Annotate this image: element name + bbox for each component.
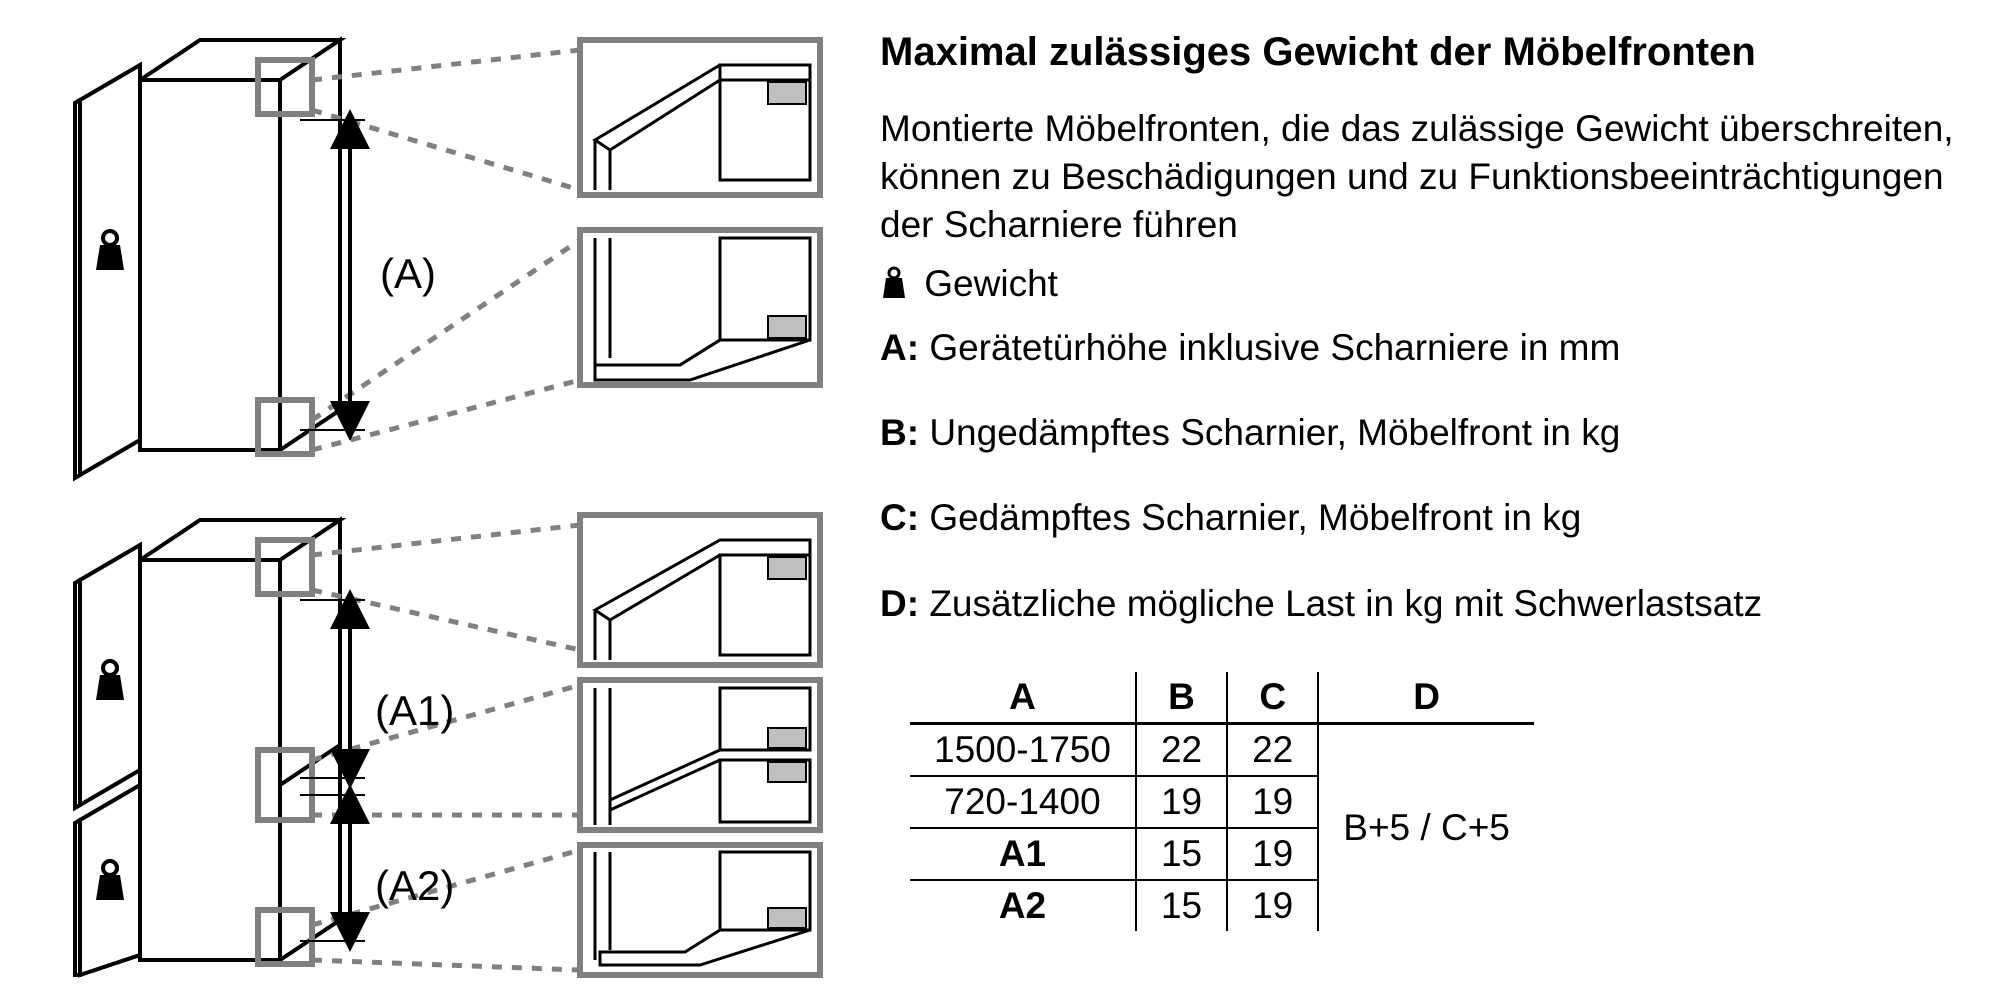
col-C: C (1227, 672, 1318, 724)
detail-hinge-bottom (580, 230, 820, 385)
appliance-bottom: (A1) (A2) (75, 515, 820, 975)
dimension-label-A: (A) (380, 250, 436, 297)
page-title: Maximal zulässiges Gewicht der Möbelfron… (880, 30, 1980, 75)
table-header-row: A B C D (910, 672, 1534, 724)
detail-hinge-top2 (580, 515, 820, 665)
col-D: D (1318, 672, 1534, 724)
legend-A: A: Gerätetürhöhe inklusive Scharniere in… (880, 319, 1980, 376)
weight-table: A B C D 1500-1750 22 22 B+5 / C+5 720-14… (910, 672, 1534, 931)
appliance-top: (A) (75, 40, 820, 478)
dimension-label-A1: (A1) (375, 687, 454, 734)
detail-hinge-middle (580, 680, 820, 830)
table-row: 1500-1750 22 22 B+5 / C+5 (910, 724, 1534, 777)
legend-B: B: Ungedämpftes Scharnier, Möbelfront in… (880, 404, 1980, 461)
detail-hinge-top (580, 40, 820, 195)
diagram-panel: (A) (20, 20, 840, 980)
appliance-diagram: (A) (20, 20, 840, 980)
text-panel: Maximal zulässiges Gewicht der Möbelfron… (880, 20, 1980, 980)
weight-icon (880, 259, 908, 316)
legend-D: D: Zusätzliche mögliche Last in kg mit S… (880, 575, 1980, 632)
col-B: B (1136, 672, 1227, 724)
legend-block: Gewicht A: Gerätetürhöhe inklusive Schar… (880, 255, 1980, 632)
dimension-label-A2: (A2) (375, 862, 454, 909)
legend-weight-text: Gewicht (924, 263, 1058, 304)
legend-C: C: Gedämpftes Scharnier, Möbelfront in k… (880, 489, 1980, 546)
col-D-merged: B+5 / C+5 (1318, 724, 1534, 932)
legend-weight: Gewicht (880, 255, 1980, 316)
col-A: A (910, 672, 1136, 724)
intro-text: Montierte Möbelfronten, die das zulässig… (880, 105, 1980, 249)
detail-hinge-bottom2 (580, 845, 820, 975)
